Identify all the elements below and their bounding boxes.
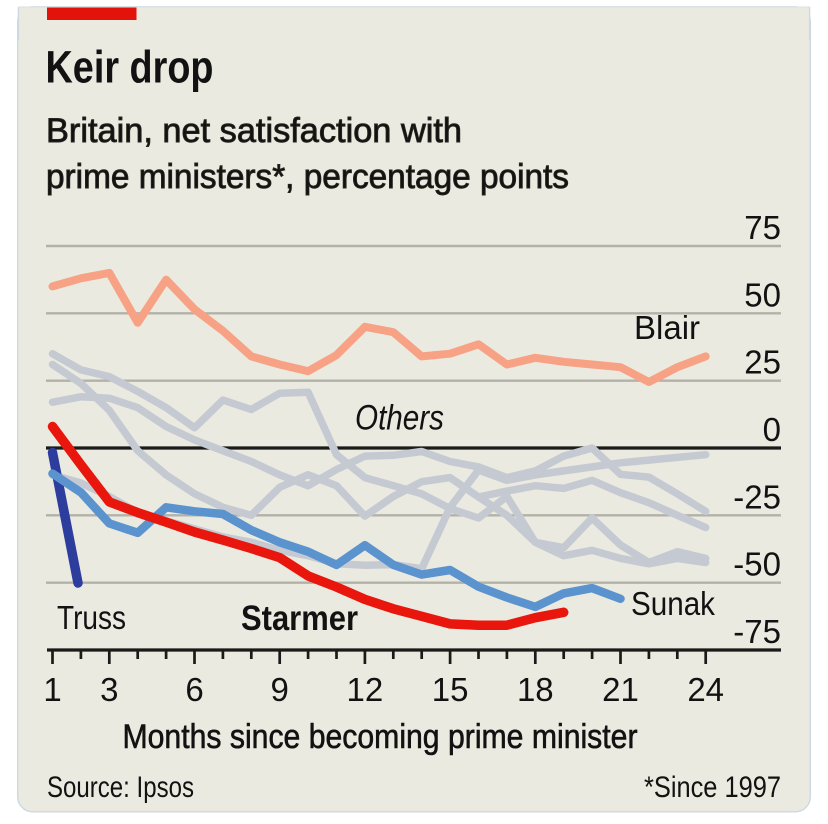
svg-text:25: 25 xyxy=(744,344,781,381)
svg-text:Blair: Blair xyxy=(634,309,700,346)
svg-text:1: 1 xyxy=(43,671,61,708)
svg-text:Keir drop: Keir drop xyxy=(46,42,214,93)
svg-text:18: 18 xyxy=(517,671,554,708)
svg-text:24: 24 xyxy=(687,671,724,708)
svg-text:15: 15 xyxy=(432,671,469,708)
svg-text:-75: -75 xyxy=(733,613,781,650)
svg-text:9: 9 xyxy=(271,671,289,708)
svg-text:75: 75 xyxy=(744,209,781,246)
svg-text:12: 12 xyxy=(347,671,384,708)
svg-text:*Since 1997: *Since 1997 xyxy=(644,771,781,804)
svg-text:Sunak: Sunak xyxy=(631,585,715,622)
svg-text:Britain, net satisfaction with: Britain, net satisfaction with xyxy=(46,112,462,150)
svg-text:Months since becoming prime mi: Months since becoming prime minister xyxy=(123,718,638,756)
svg-text:prime ministers*, percentage p: prime ministers*, percentage points xyxy=(46,158,569,196)
svg-text:Source: Ipsos: Source: Ipsos xyxy=(47,771,194,804)
svg-text:Others: Others xyxy=(355,399,444,438)
svg-text:6: 6 xyxy=(185,671,203,708)
svg-text:Truss: Truss xyxy=(57,599,126,636)
svg-text:50: 50 xyxy=(744,276,781,313)
svg-text:Starmer: Starmer xyxy=(241,599,358,638)
svg-text:3: 3 xyxy=(100,671,118,708)
svg-text:-50: -50 xyxy=(733,546,781,583)
svg-text:0: 0 xyxy=(763,411,781,448)
svg-text:-25: -25 xyxy=(733,478,781,515)
svg-text:21: 21 xyxy=(602,671,639,708)
